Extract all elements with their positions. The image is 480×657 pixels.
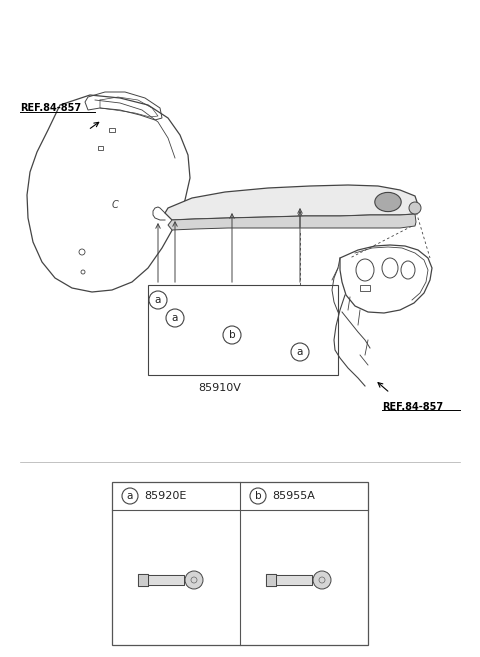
Circle shape bbox=[166, 309, 184, 327]
Circle shape bbox=[291, 343, 309, 361]
Text: a: a bbox=[127, 491, 133, 501]
Circle shape bbox=[149, 291, 167, 309]
Polygon shape bbox=[165, 185, 418, 220]
Text: b: b bbox=[228, 330, 235, 340]
Bar bbox=[148, 285, 338, 375]
Ellipse shape bbox=[375, 193, 401, 212]
Circle shape bbox=[122, 488, 138, 504]
Text: a: a bbox=[172, 313, 178, 323]
Text: 85910V: 85910V bbox=[199, 383, 241, 393]
Circle shape bbox=[409, 202, 421, 214]
Circle shape bbox=[223, 326, 241, 344]
Circle shape bbox=[313, 571, 331, 589]
Text: 85920E: 85920E bbox=[144, 491, 186, 501]
Text: C: C bbox=[112, 200, 119, 210]
Circle shape bbox=[250, 488, 266, 504]
Circle shape bbox=[185, 571, 203, 589]
Text: a: a bbox=[155, 295, 161, 305]
Text: b: b bbox=[255, 491, 261, 501]
Text: 85955A: 85955A bbox=[272, 491, 315, 501]
Text: a: a bbox=[297, 347, 303, 357]
Text: REF.84-857: REF.84-857 bbox=[20, 103, 81, 113]
Text: REF.84-857: REF.84-857 bbox=[382, 402, 443, 412]
Polygon shape bbox=[168, 214, 416, 230]
Bar bbox=[112, 482, 368, 645]
